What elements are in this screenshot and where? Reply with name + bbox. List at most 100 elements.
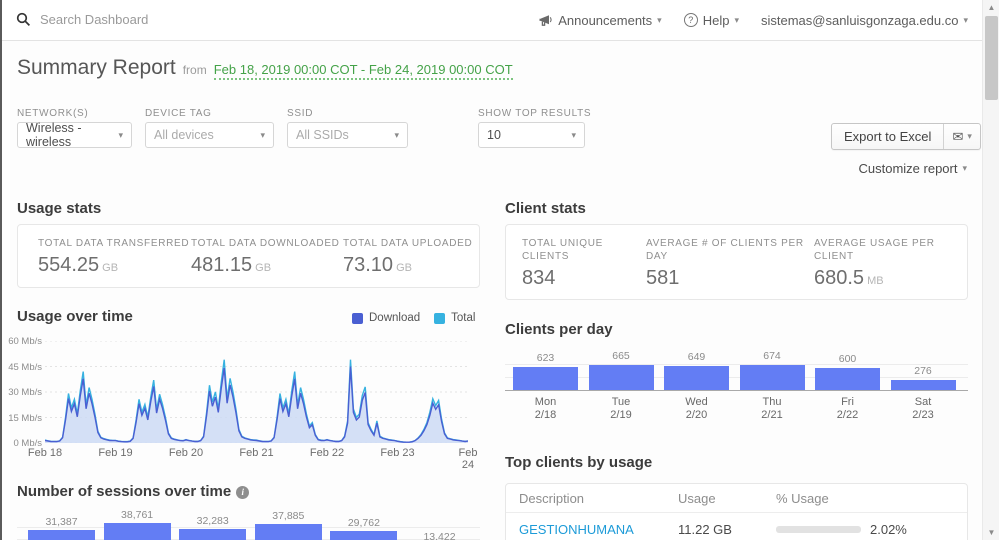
- stat-total-data-uploaded: TOTAL DATA UPLOADED 73.10 GB: [343, 237, 472, 277]
- customize-report-button[interactable]: Customize report ▾: [858, 161, 967, 176]
- stat-label: TOTAL UNIQUE CLIENTS: [522, 238, 604, 262]
- ssid-filter-select[interactable]: All SSIDs ▾: [287, 122, 408, 148]
- stat-total-unique-clients: TOTAL UNIQUE CLIENTS 834: [522, 237, 632, 290]
- search-placeholder: Search Dashboard: [40, 12, 149, 27]
- stat-label: TOTAL DATA DOWNLOADED: [191, 238, 340, 249]
- usage-chart-plot: [45, 341, 468, 443]
- bar-value-label: 665: [612, 350, 630, 363]
- clients-per-day-chart: 623 Mon 2/18 665 Tue 2/19 649 Wed 2/20 674 Thu 2/21…: [505, 338, 968, 423]
- day-label: Sat: [914, 396, 932, 408]
- scroll-down-icon[interactable]: ▼: [987, 528, 996, 537]
- chevron-down-icon: ▾: [657, 14, 662, 25]
- bar-value-label: 649: [687, 350, 706, 363]
- scrollbar-thumb[interactable]: [985, 16, 998, 100]
- envelope-icon: ✉: [952, 128, 964, 144]
- announcements-menu[interactable]: Announcements ▾: [539, 12, 662, 28]
- top-results-filter-select[interactable]: 10 ▾: [478, 122, 585, 148]
- chevron-down-icon: ▾: [260, 129, 265, 140]
- table-row[interactable]: GESTIONHUMANA 11.22 GB 2.02%: [506, 513, 967, 540]
- day-label: Thu: [762, 396, 782, 408]
- from-label: from: [182, 63, 207, 77]
- x-axis-tick: Feb 23: [380, 447, 415, 459]
- top-clients-table: Description Usage % Usage GESTIONHUMANA …: [505, 483, 968, 540]
- stat-unit: MB: [867, 275, 884, 287]
- bar-value-label: 674: [763, 349, 781, 362]
- bar-value-label: 29,762: [347, 516, 380, 529]
- stat-average-clients-per-day: AVERAGE # OF CLIENTS PER DAY 581: [646, 237, 826, 290]
- y-axis-tick: 60 Mb/s: [8, 336, 42, 347]
- sessions-bar: [179, 528, 247, 540]
- topbar-right: Announcements ▾ ? Help ▾ sistemas@sanlui…: [539, 0, 968, 40]
- account-menu[interactable]: sistemas@sanluisgonzaga.edu.co ▾: [761, 13, 968, 28]
- sessions-bar: [330, 530, 398, 540]
- sessions-bar: [254, 523, 322, 540]
- bar-value-label: 37,885: [272, 509, 305, 522]
- day-label: Fri: [841, 396, 854, 408]
- clients-bar: [588, 365, 654, 390]
- usage-stats-card: TOTAL DATA TRANSFERRED 554.25 GB TOTAL DA…: [17, 224, 480, 288]
- network-filter-label: NETWORK(S): [17, 108, 89, 119]
- scrollbar[interactable]: ▲ ▼: [982, 0, 999, 540]
- table-header-row: Description Usage % Usage: [506, 484, 967, 513]
- pct-usage-bar: [776, 525, 861, 533]
- chevron-down-icon: ▾: [967, 131, 972, 141]
- email-report-button[interactable]: ✉ ▾: [943, 124, 979, 149]
- bar-value-label: 13,422: [423, 531, 456, 540]
- scroll-up-icon[interactable]: ▲: [987, 3, 996, 12]
- usage-stats-title: Usage stats: [17, 200, 102, 217]
- legend-label: Total: [451, 312, 476, 324]
- stat-value: 554.25: [38, 254, 100, 276]
- network-filter-value: Wireless - wireless: [26, 121, 82, 149]
- x-axis-tick: Feb 24: [458, 447, 478, 471]
- bar-value-label: 38,761: [121, 509, 154, 522]
- stat-unit: GB: [396, 262, 412, 274]
- x-axis-tick: Feb 18: [27, 447, 63, 459]
- stat-value: 581: [646, 267, 680, 289]
- stat-unit: GB: [255, 262, 272, 274]
- network-filter-select[interactable]: Wireless - wireless ▾: [17, 121, 132, 149]
- download-swatch-icon: [352, 312, 363, 324]
- top-results-filter-label: SHOW TOP RESULTS: [478, 108, 592, 119]
- chevron-down-icon: ▾: [734, 14, 739, 25]
- ssid-filter-label: SSID: [287, 108, 314, 119]
- announcements-label: Announcements: [558, 12, 653, 28]
- bar-value-label: 276: [914, 364, 932, 377]
- topbar: Search Dashboard Announcements ▾ ? Help …: [2, 0, 982, 41]
- date-label: 2/22: [836, 409, 859, 421]
- customize-report-label: Customize report: [858, 161, 958, 176]
- x-axis-tick: Feb 19: [98, 447, 133, 459]
- pct-usage-value: 2.02%: [870, 521, 907, 537]
- usage-over-time-title: Usage over time: [17, 308, 133, 325]
- clients-per-day-title: Clients per day: [505, 321, 613, 338]
- legend-total: Total: [434, 312, 475, 324]
- stat-value: 481.15: [191, 254, 253, 276]
- stat-label: AVERAGE USAGE PER CLIENT: [814, 238, 935, 262]
- help-label: Help: [702, 12, 730, 28]
- info-icon[interactable]: i: [236, 485, 250, 499]
- sessions-bar: [103, 523, 171, 540]
- column-pct-usage: % Usage: [776, 490, 829, 506]
- x-axis-line: [505, 390, 968, 391]
- chevron-down-icon: ▾: [571, 129, 576, 140]
- help-menu[interactable]: ? Help ▾: [683, 12, 739, 28]
- stat-unit: GB: [102, 262, 119, 274]
- date-label: 2/21: [761, 409, 783, 421]
- device-tag-filter-value: All devices: [154, 128, 214, 142]
- clients-bar: [739, 364, 805, 390]
- date-label: 2/19: [610, 409, 632, 421]
- date-range-link[interactable]: Feb 18, 2019 00:00 COT - Feb 24, 2019 00…: [213, 62, 513, 80]
- search-input[interactable]: Search Dashboard: [16, 12, 148, 27]
- stat-label: TOTAL DATA UPLOADED: [343, 238, 473, 249]
- stat-total-data-downloaded: TOTAL DATA DOWNLOADED 481.15 GB: [191, 237, 340, 277]
- export-to-excel-button[interactable]: Export to Excel: [844, 129, 932, 144]
- clients-bar: [815, 367, 880, 390]
- client-link[interactable]: GESTIONHUMANA: [519, 521, 634, 537]
- page-title: Summary Report: [17, 56, 176, 79]
- day-label: Mon: [534, 396, 557, 408]
- device-tag-filter-select[interactable]: All devices ▾: [145, 122, 274, 148]
- y-axis-tick: 0 Mb/s: [13, 438, 42, 449]
- megaphone-icon: [539, 14, 553, 27]
- top-clients-title: Top clients by usage: [505, 454, 653, 471]
- stat-value: 680.5: [814, 267, 865, 289]
- bar-value-label: 623: [536, 351, 555, 364]
